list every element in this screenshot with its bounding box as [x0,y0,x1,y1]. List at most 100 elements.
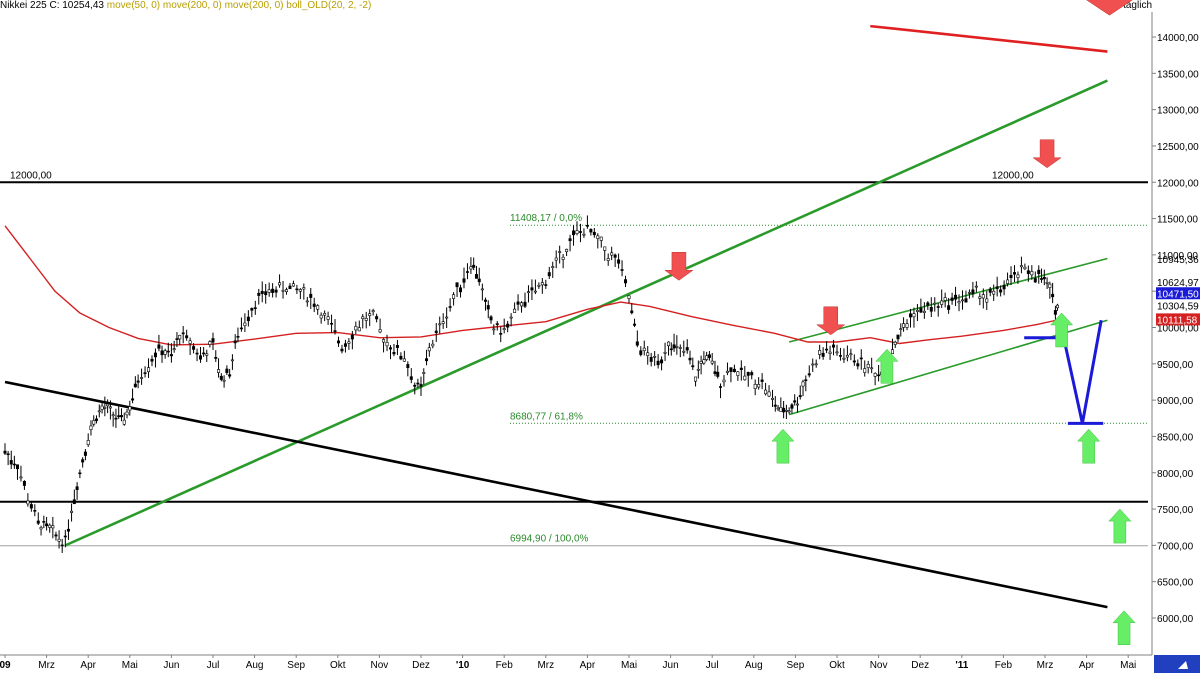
moving-average-200 [4,225,1060,346]
sell-arrow-icon [815,306,846,336]
price-candle [603,246,607,251]
price-candle [1016,274,1020,278]
price-candle [639,350,643,355]
price-candle [89,425,93,430]
x-tick-label: Apr [1079,660,1095,671]
price-candle [122,419,126,425]
price-candle [707,354,711,358]
price-candle [175,338,179,340]
price-candle [575,230,579,234]
price-tag-bg [1156,313,1200,326]
price-candle [181,332,185,335]
price-candle [361,316,365,319]
trend-line-top-downtrend [870,24,1108,53]
price-candle [540,282,544,286]
price-candle [863,368,867,373]
price-candle [465,271,469,273]
level-label: 12000,00 [10,170,52,181]
price-candle [57,538,61,542]
price-candle [582,233,586,236]
price-candle [230,359,234,362]
sell-arrow-icon [1086,0,1133,16]
price-candle [103,407,107,409]
price-candle [233,340,237,344]
x-tick-label: Nov [371,660,389,671]
price-candle [192,346,196,350]
price-candle [431,343,435,347]
price-candle [675,346,679,348]
price-candle [926,302,930,306]
price-candle [771,397,775,400]
price-candle [385,342,389,347]
price-candle [402,358,406,362]
price-candle [606,258,610,261]
y-tick-label: 11000,00 [1157,251,1198,262]
x-tick-label: Dez [911,660,929,671]
x-tick-label: Aug [745,660,763,671]
price-candle [140,377,144,379]
price-candle [922,310,926,313]
price-candle [660,359,664,364]
price-candle [195,352,199,355]
price-candle [974,285,978,288]
price-candle [699,361,703,364]
price-candle [967,292,971,294]
x-tick-label: Apr [80,660,96,671]
price-candle [719,386,723,388]
price-candle [702,359,706,364]
forecast-path [1024,319,1103,424]
price-candle [870,367,874,370]
x-tick-label: Mrz [38,660,55,671]
y-tick-label: 8000,00 [1157,469,1194,480]
price-candle [413,384,417,387]
price-candle [992,290,996,295]
price-candle [66,528,70,532]
price-candle [199,355,203,360]
price-candle [250,308,254,311]
price-candle [554,257,558,261]
price-candle [284,289,288,292]
price-candle [919,307,923,313]
price-candle [617,259,621,264]
price-candle [1019,265,1023,268]
price-candle [933,302,937,305]
price-candle [382,339,386,343]
price-candle [60,544,64,547]
price-candle [185,335,189,339]
price-candle [483,299,487,302]
price-candle [319,314,323,319]
price-candle [253,307,257,309]
price-candle [739,367,743,371]
price-candle [667,341,671,347]
y-tick-label: 10000,00 [1157,324,1199,335]
price-candle [178,334,182,340]
price-candle [653,356,657,358]
price-candle [767,391,771,397]
price-candle [804,379,808,382]
buy-arrow-icon [1108,508,1132,544]
price-candle [6,453,10,456]
price-candle [620,269,624,271]
price-candle [445,316,449,319]
price-candle [72,499,76,505]
price-candle [153,352,157,358]
price-candle [835,351,839,354]
price-candle [807,373,811,376]
x-tick-label: Dez [412,660,430,671]
price-candle [302,287,306,290]
price-candle [147,367,151,373]
price-candle [1055,304,1059,309]
price-candle [954,294,958,300]
price-tag: 10945,36 [1157,255,1199,266]
price-candle [1002,284,1006,290]
price-candle [309,293,313,298]
x-tick-label: '11 [955,660,968,671]
price-candle [388,347,392,350]
price-candle [343,343,347,347]
price-candle [472,264,476,268]
x-tick-label: '10 [456,660,470,671]
price-candle [838,355,842,357]
price-candle [793,400,797,403]
price-candle [29,504,33,509]
price-candle [818,350,822,355]
